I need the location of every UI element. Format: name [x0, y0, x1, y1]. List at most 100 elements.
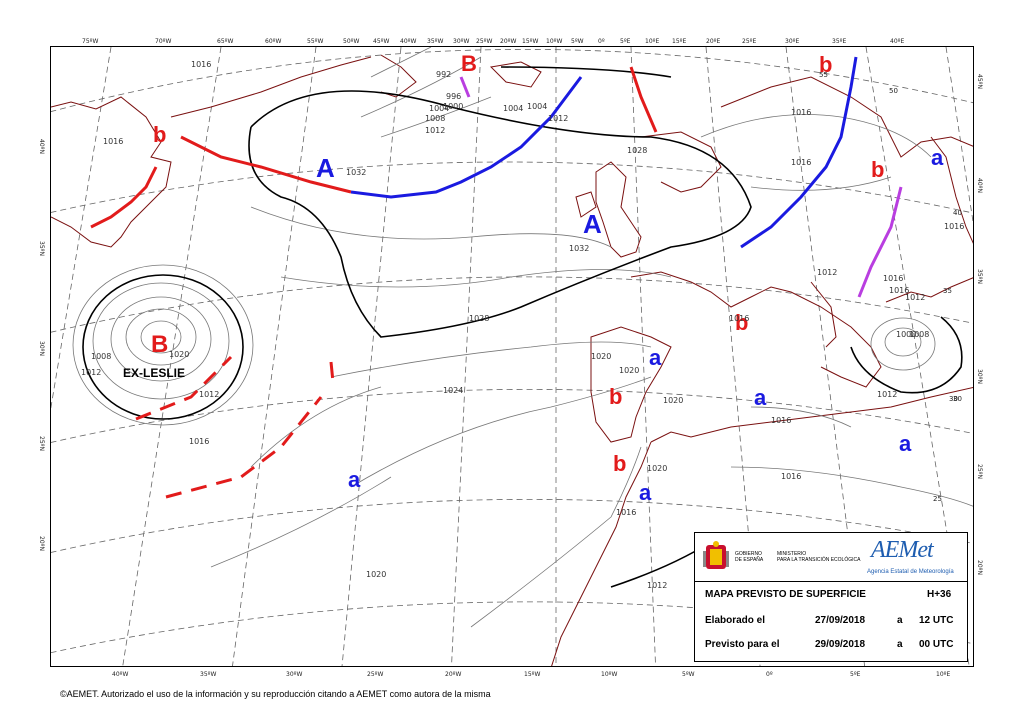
map-numbers: 55 50 35 30 25 30 40: [819, 71, 962, 503]
svg-text:1016: 1016: [889, 286, 909, 295]
svg-text:1012: 1012: [81, 368, 101, 377]
gov-line-2: DE ESPAÑA: [735, 557, 764, 563]
svg-text:1028: 1028: [627, 146, 647, 155]
tick-label: 25ºN: [975, 464, 983, 479]
svg-text:1028: 1028: [469, 314, 489, 323]
low-center-labrador: b: [153, 122, 166, 147]
svg-text:1016: 1016: [729, 314, 749, 323]
svg-text:1020: 1020: [591, 352, 611, 361]
svg-text:1012: 1012: [817, 268, 837, 277]
svg-text:1012: 1012: [548, 114, 568, 123]
tick-label: 30ºE: [785, 38, 800, 45]
svg-text:1008: 1008: [91, 352, 111, 361]
tick-label: 5ºW: [682, 671, 695, 678]
ministry-text: MINISTERIO PARA LA TRANSICIÓN ECOLÓGICA: [777, 551, 860, 563]
svg-text:1004: 1004: [503, 104, 523, 113]
tick-label: 30ºW: [453, 38, 470, 45]
svg-text:1004: 1004: [429, 104, 449, 113]
svg-text:1020: 1020: [647, 464, 667, 473]
ministry-line-2: PARA LA TRANSICIÓN ECOLÓGICA: [777, 557, 861, 563]
tick-label: 30ºN: [975, 369, 983, 384]
pressure-labels: 1016 1016 1032 1028 1032 1028 1012 992 9…: [81, 60, 964, 590]
graticule: [51, 47, 973, 666]
tick-label: 20ºN: [37, 536, 45, 551]
valid-date: 29/09/2018: [815, 639, 866, 650]
svg-text:40: 40: [953, 209, 962, 217]
low-center-leslie: B: [151, 331, 168, 358]
gov-text: GOBIERNO DE ESPAÑA: [735, 551, 763, 563]
tick-label: 60ºW: [265, 38, 282, 45]
main-isobars: [82, 66, 963, 588]
svg-text:1012: 1012: [647, 581, 667, 590]
storm-name: EX-LESLIE: [123, 366, 185, 380]
svg-text:996: 996: [446, 92, 461, 101]
made-date: 27/09/2018: [815, 615, 866, 626]
valid-time: 00 UTC: [919, 639, 954, 650]
svg-text:1016: 1016: [189, 437, 209, 446]
high-center-egypt: a: [899, 431, 912, 456]
valid-label: Previsto para el: [705, 639, 780, 650]
ministry-line-1: MINISTERIO: [777, 551, 807, 557]
tick-label: 40ºW: [400, 38, 417, 45]
svg-text:1016: 1016: [103, 137, 123, 146]
tick-label: 20ºE: [706, 38, 721, 45]
made-time: 12 UTC: [919, 615, 954, 626]
high-center-mediterranean: a: [754, 385, 767, 410]
svg-text:1012: 1012: [425, 126, 445, 135]
tick-label: 25ºE: [742, 38, 757, 45]
pressure-centers: B b B b b b b b A A a a a a a a: [151, 51, 944, 505]
svg-text:1020: 1020: [366, 570, 386, 579]
tick-label: 40ºN: [975, 178, 983, 193]
tick-label: 20ºN: [975, 560, 983, 575]
svg-text:1008: 1008: [909, 330, 929, 339]
made-a: a: [897, 615, 903, 626]
tick-label: 0º: [766, 671, 773, 678]
svg-text:1016: 1016: [791, 108, 811, 117]
made-label: Elaborado el: [705, 615, 766, 626]
isobars: [72, 47, 973, 628]
svg-text:1020: 1020: [619, 366, 639, 375]
tick-label: 50ºW: [343, 38, 360, 45]
low-center-italy: b: [735, 310, 748, 335]
high-center-morocco: a: [639, 480, 652, 505]
high-center-iberia: a: [649, 345, 662, 370]
tick-label: 20ºW: [445, 671, 462, 678]
tick-label: 35ºW: [200, 671, 217, 678]
tick-label: 55ºW: [307, 38, 324, 45]
svg-text:1016: 1016: [883, 274, 903, 283]
svg-text:35: 35: [943, 287, 952, 295]
low-center-scandinavia: b: [819, 52, 832, 77]
tick-label: 30ºN: [37, 341, 45, 356]
svg-text:1000: 1000: [443, 102, 463, 111]
tick-label: 15ºW: [522, 38, 539, 45]
svg-text:1024: 1024: [443, 386, 463, 395]
tick-label: 5ºW: [571, 38, 584, 45]
tick-label: 35ºW: [427, 38, 444, 45]
tick-label: 35ºN: [975, 269, 983, 284]
tick-label: 20ºW: [500, 38, 517, 45]
map-canvas: B b B b b b b b A A a a a a a a EX-LESLI…: [51, 47, 973, 666]
svg-text:992: 992: [436, 70, 451, 79]
tick-label: 10ºW: [546, 38, 563, 45]
high-center-biscay: A: [583, 209, 602, 239]
svg-text:1016: 1016: [944, 222, 964, 231]
tick-label: 15ºW: [524, 671, 541, 678]
tick-label: 15ºE: [672, 38, 687, 45]
low-center-iberia: b: [609, 384, 622, 409]
svg-text:1016: 1016: [771, 416, 791, 425]
tick-label: 45ºN: [975, 74, 983, 89]
low-center-north: B: [461, 51, 477, 76]
tick-label: 5ºE: [620, 38, 631, 45]
high-center-black-sea: a: [931, 145, 944, 170]
svg-text:1012: 1012: [905, 293, 925, 302]
svg-text:1016: 1016: [781, 472, 801, 481]
svg-text:1008: 1008: [425, 114, 445, 123]
svg-text:30: 30: [953, 395, 962, 403]
svg-text:1020: 1020: [169, 350, 189, 359]
legend-logos: GOBIERNO DE ESPAÑA MINISTERIO PARA LA TR…: [695, 533, 967, 582]
svg-text:55: 55: [819, 71, 828, 79]
svg-text:1032: 1032: [569, 244, 589, 253]
low-center-morocco: b: [613, 451, 626, 476]
tick-label: 10ºE: [936, 671, 951, 678]
tick-label: 35ºN: [37, 241, 45, 256]
